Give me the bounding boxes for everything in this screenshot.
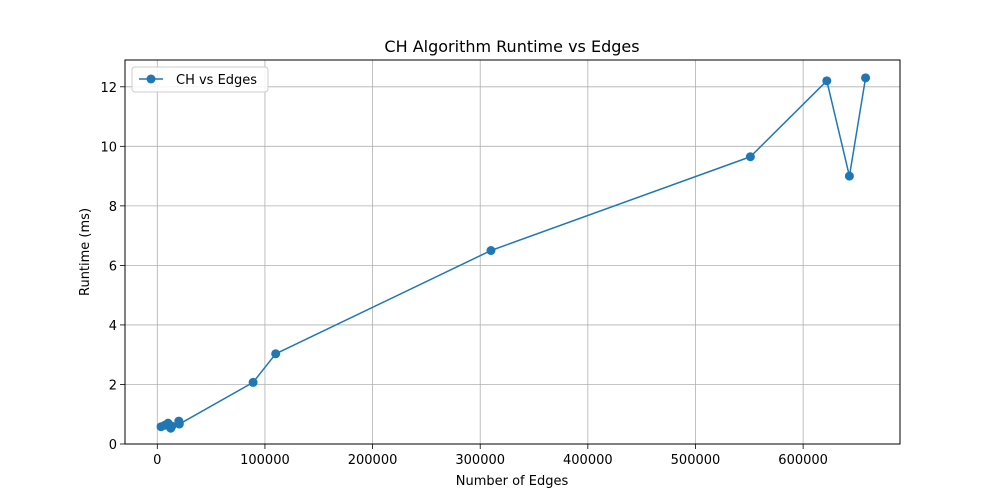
data-point <box>822 76 832 86</box>
legend-marker-swatch <box>146 74 156 84</box>
data-point <box>844 171 854 181</box>
y-tick-label: 8 <box>109 200 117 215</box>
series-layer <box>156 73 871 433</box>
data-point <box>167 421 177 431</box>
data-point <box>248 377 258 387</box>
data-point <box>271 349 281 359</box>
y-tick-label: 10 <box>100 140 117 155</box>
plot-frame <box>124 59 901 445</box>
data-point <box>745 152 755 162</box>
y-tick-label: 6 <box>109 259 117 274</box>
x-tick-label: 300000 <box>455 453 505 468</box>
y-tick-label: 2 <box>109 378 117 393</box>
legend: CH vs Edges <box>131 66 269 93</box>
data-point <box>486 246 496 256</box>
x-tick-label: 400000 <box>563 453 613 468</box>
chart-title: CH Algorithm Runtime vs Edges <box>384 37 639 56</box>
tick-layer: 0 100000 200000 300000 400000 500000 600000 0 2 4… <box>100 81 827 468</box>
x-axis-label: Number of Edges <box>456 474 569 489</box>
x-tick-label: 0 <box>153 453 161 468</box>
x-tick-label: 500000 <box>671 453 721 468</box>
data-point <box>861 73 871 83</box>
y-tick-label: 4 <box>109 319 117 334</box>
y-tick-label: 0 <box>109 438 117 453</box>
y-axis-label: Runtime (ms) <box>78 208 93 296</box>
x-tick-label: 200000 <box>348 453 398 468</box>
legend-label: CH vs Edges <box>176 73 257 88</box>
x-tick-label: 100000 <box>240 453 290 468</box>
y-tick-label: 12 <box>100 81 117 96</box>
legend-box <box>131 66 269 93</box>
data-point <box>174 419 184 429</box>
x-tick-label: 600000 <box>778 453 828 468</box>
